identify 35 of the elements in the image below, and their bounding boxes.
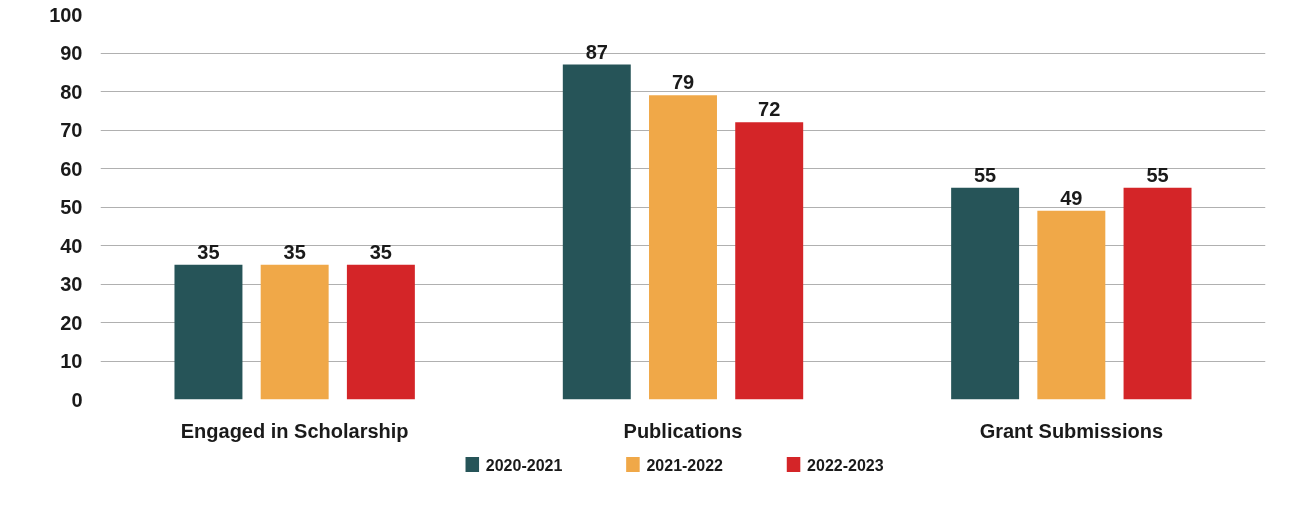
y-tick-label: 40 [60,234,83,257]
y-tick-label: 90 [60,42,83,64]
data-label: 87 [585,40,608,63]
bar [649,95,717,400]
bar [174,264,243,400]
bar [1037,210,1106,400]
x-tick-label: Engaged in Scholarship [180,419,409,442]
y-tick-label: 100 [49,3,83,26]
y-tick-label: 20 [60,311,83,334]
bar [260,264,329,400]
y-tick-label: 50 [60,196,83,218]
data-label: 55 [1146,163,1169,186]
data-label: 35 [283,240,306,263]
data-label: 35 [197,240,220,263]
bar [562,64,631,400]
data-label: 35 [369,240,392,263]
bar [951,187,1020,400]
y-tick-label: 10 [60,350,83,372]
legend-label: 2022-2023 [807,456,884,474]
bar [1123,187,1192,400]
data-label: 79 [671,71,695,94]
legend-label: 2021-2022 [646,456,724,474]
y-tick-label: 30 [60,273,83,295]
y-tick-label: 60 [60,157,83,180]
y-tick-label: 0 [71,388,83,411]
bar [735,122,804,400]
data-label: 55 [974,163,997,186]
bar [346,264,415,400]
data-label: 72 [758,98,781,121]
x-tick-label: Grant Submissions [979,419,1164,442]
y-tick-label: 80 [60,80,83,103]
x-tick-label: Publications [623,419,743,442]
y-tick-label: 70 [60,119,83,141]
data-label: 49 [1060,186,1083,209]
legend-label: 2020-2021 [485,456,563,474]
